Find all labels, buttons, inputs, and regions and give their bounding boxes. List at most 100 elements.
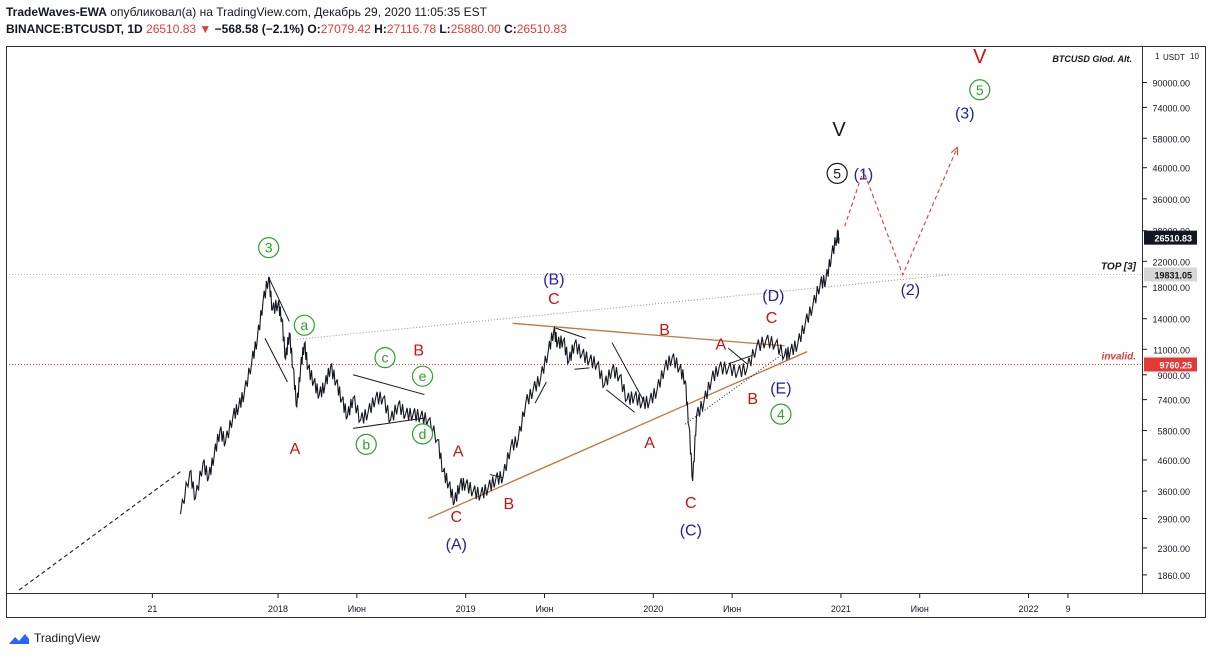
tradingview-brand[interactable]: TradingView xyxy=(8,631,100,645)
y-tick-label: 1860.00 xyxy=(1157,571,1190,581)
close-label: C: xyxy=(504,22,517,36)
y-tick-label: 5800.00 xyxy=(1157,427,1190,437)
wave-circle xyxy=(374,347,396,369)
publish-date: опубликовал(а) на TradingView.com, Декаб… xyxy=(110,5,487,19)
y-tick-label: 2300.00 xyxy=(1157,544,1190,554)
author-name[interactable]: TradeWaves-EWA xyxy=(6,5,107,19)
trendline-impulse-e-2 xyxy=(728,354,753,365)
plot-layer: TOP [3] invalid. 3 a b c d e A B A C (A) B (B) C B A C (C) A… xyxy=(7,46,1142,591)
wave-label: d xyxy=(419,426,427,442)
price-change: −568.58 (−2.1%) xyxy=(214,22,305,36)
x-tick-label: 2021 xyxy=(831,604,851,614)
y-tick-label: 2900.00 xyxy=(1157,515,1190,525)
wave-label: a xyxy=(300,317,308,333)
price-axis[interactable] xyxy=(1143,46,1206,594)
wave-label: (A) xyxy=(446,537,467,554)
price-badge xyxy=(1144,230,1197,245)
wave-circle xyxy=(258,237,280,259)
price-badge xyxy=(1144,357,1197,372)
wave-label: 5 xyxy=(833,165,841,181)
symbol-name[interactable]: BINANCE:BTCUSDT, 1D xyxy=(6,22,143,36)
wave-label: c xyxy=(382,350,389,366)
y-tick-label: 14000.00 xyxy=(1152,315,1190,325)
x-tick-label: Июн xyxy=(348,604,366,614)
last-price: 26510.83 xyxy=(146,22,197,36)
y-tick-label: 22000.00 xyxy=(1152,257,1190,267)
wave-label: (2) xyxy=(901,282,921,299)
trendline-impulse-e xyxy=(728,347,748,365)
wave-label: (D) xyxy=(762,288,784,305)
wave-label: (E) xyxy=(770,380,791,397)
scale-marker: 1 xyxy=(1155,52,1160,61)
y-tick-label: 11000.00 xyxy=(1153,345,1190,355)
wave-label: A xyxy=(290,441,301,458)
x-tick-label: 21 xyxy=(147,604,157,614)
chart-plot-area[interactable] xyxy=(6,46,1143,594)
y-tick-label: 74000.00 xyxy=(1152,103,1190,113)
wave-label: 5 xyxy=(976,82,984,98)
brand-label: TradingView xyxy=(34,631,101,645)
y-tick-label: 4600.00 xyxy=(1157,456,1190,466)
wave-label: C xyxy=(766,310,778,327)
currency-label: USDT xyxy=(1163,53,1185,62)
price-badge-label: 19831.05 xyxy=(1154,270,1192,280)
wave-circle xyxy=(770,403,792,425)
wave-circle xyxy=(411,423,434,445)
high-value: 27116.78 xyxy=(386,22,436,36)
wave-circle xyxy=(826,162,848,184)
x-tick-label: 2020 xyxy=(643,604,663,614)
price-badge-label: 26510.83 xyxy=(1154,234,1192,244)
x-tick-label: Июн xyxy=(723,604,741,614)
level-name-label: TOP [3] xyxy=(1101,261,1137,272)
open-value: 27079.42 xyxy=(320,22,371,36)
wave-label: B xyxy=(747,391,758,408)
x-tick-label: Июн xyxy=(535,604,553,614)
symbol-info: BINANCE:BTCUSDT, 1D 26510.83 ▼ −568.58 (… xyxy=(6,22,567,36)
wave-circle xyxy=(293,314,315,336)
wave-circle xyxy=(355,433,377,455)
low-value: 25880.00 xyxy=(450,22,501,36)
wave-label: 4 xyxy=(777,406,785,422)
series-projection xyxy=(844,147,958,277)
publish-info: TradeWaves-EWA опубликовал(а) на Trading… xyxy=(6,5,487,19)
wave-label: A xyxy=(644,435,655,452)
trendline-gray-dotted xyxy=(296,274,950,340)
x-tick-label: 2022 xyxy=(1019,604,1039,614)
trendline-impulse-c-2 xyxy=(606,389,635,413)
wave-label: (1) xyxy=(854,166,874,183)
x-tick-label: 9 xyxy=(1065,604,1070,614)
trendline-impulse-c xyxy=(611,342,645,402)
wave-label: B xyxy=(659,322,670,339)
series-wave-1-to-3 xyxy=(18,471,181,591)
trendline-triangle-a-e-top xyxy=(352,374,425,396)
price-badge xyxy=(1144,267,1197,282)
wave-label: (3) xyxy=(955,106,975,123)
y-tick-label: 9000.00 xyxy=(1157,371,1190,381)
wave-label: (C) xyxy=(680,522,702,539)
y-tick-label: 58000.00 xyxy=(1152,134,1190,144)
wave-label: 3 xyxy=(265,240,273,256)
trendline-impulse-short xyxy=(264,338,288,383)
wave-label: b xyxy=(362,436,370,452)
level-name-label: invalid. xyxy=(1102,351,1136,362)
wave-label: B xyxy=(503,496,514,513)
y-tick-label: 90000.00 xyxy=(1152,79,1190,89)
chart-title: BTCUSD Glod. Alt. xyxy=(1052,54,1132,64)
trendline-orange-upper xyxy=(512,322,785,347)
wave-label: C xyxy=(685,495,697,512)
projection-arrow-icon xyxy=(950,146,959,156)
trendline-impulse-b xyxy=(555,327,586,339)
x-tick-label: Июн xyxy=(911,604,929,614)
wave-label: V xyxy=(973,46,987,68)
wave-label: C xyxy=(548,291,560,308)
trendline-impulse-short-2 xyxy=(268,277,290,322)
time-axis[interactable] xyxy=(6,594,1206,618)
wave-label: V xyxy=(832,119,846,141)
wave-label: C xyxy=(451,509,463,526)
y-tick-label: 46000.00 xyxy=(1152,164,1190,174)
price-series xyxy=(179,229,840,515)
x-tick-label: 2018 xyxy=(268,604,288,614)
wave-label: B xyxy=(413,342,424,359)
close-value: 26510.83 xyxy=(516,22,567,36)
